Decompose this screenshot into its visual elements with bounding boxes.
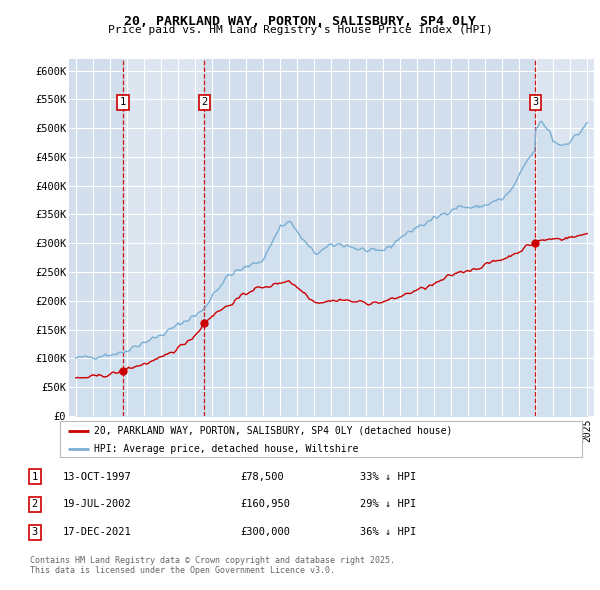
Text: 1: 1 <box>32 472 38 481</box>
Text: £160,950: £160,950 <box>240 500 290 509</box>
Text: 13-OCT-1997: 13-OCT-1997 <box>63 472 132 481</box>
Text: 2: 2 <box>32 500 38 509</box>
Text: 17-DEC-2021: 17-DEC-2021 <box>63 527 132 537</box>
Text: 36% ↓ HPI: 36% ↓ HPI <box>360 527 416 537</box>
Text: £300,000: £300,000 <box>240 527 290 537</box>
Text: £78,500: £78,500 <box>240 472 284 481</box>
Text: Contains HM Land Registry data © Crown copyright and database right 2025.: Contains HM Land Registry data © Crown c… <box>30 556 395 565</box>
Text: 20, PARKLAND WAY, PORTON, SALISBURY, SP4 0LY (detached house): 20, PARKLAND WAY, PORTON, SALISBURY, SP4… <box>94 426 452 436</box>
Text: Price paid vs. HM Land Registry's House Price Index (HPI): Price paid vs. HM Land Registry's House … <box>107 25 493 35</box>
Text: 2: 2 <box>201 97 208 107</box>
Bar <box>205 59 535 416</box>
Text: 1: 1 <box>120 97 127 107</box>
Bar <box>69 59 123 416</box>
Text: 3: 3 <box>32 527 38 537</box>
Text: 20, PARKLAND WAY, PORTON, SALISBURY, SP4 0LY: 20, PARKLAND WAY, PORTON, SALISBURY, SP4… <box>124 15 476 28</box>
Text: HPI: Average price, detached house, Wiltshire: HPI: Average price, detached house, Wilt… <box>94 444 358 454</box>
Text: This data is licensed under the Open Government Licence v3.0.: This data is licensed under the Open Gov… <box>30 566 335 575</box>
Text: 29% ↓ HPI: 29% ↓ HPI <box>360 500 416 509</box>
Text: 19-JUL-2002: 19-JUL-2002 <box>63 500 132 509</box>
Text: 33% ↓ HPI: 33% ↓ HPI <box>360 472 416 481</box>
Text: 3: 3 <box>532 97 538 107</box>
